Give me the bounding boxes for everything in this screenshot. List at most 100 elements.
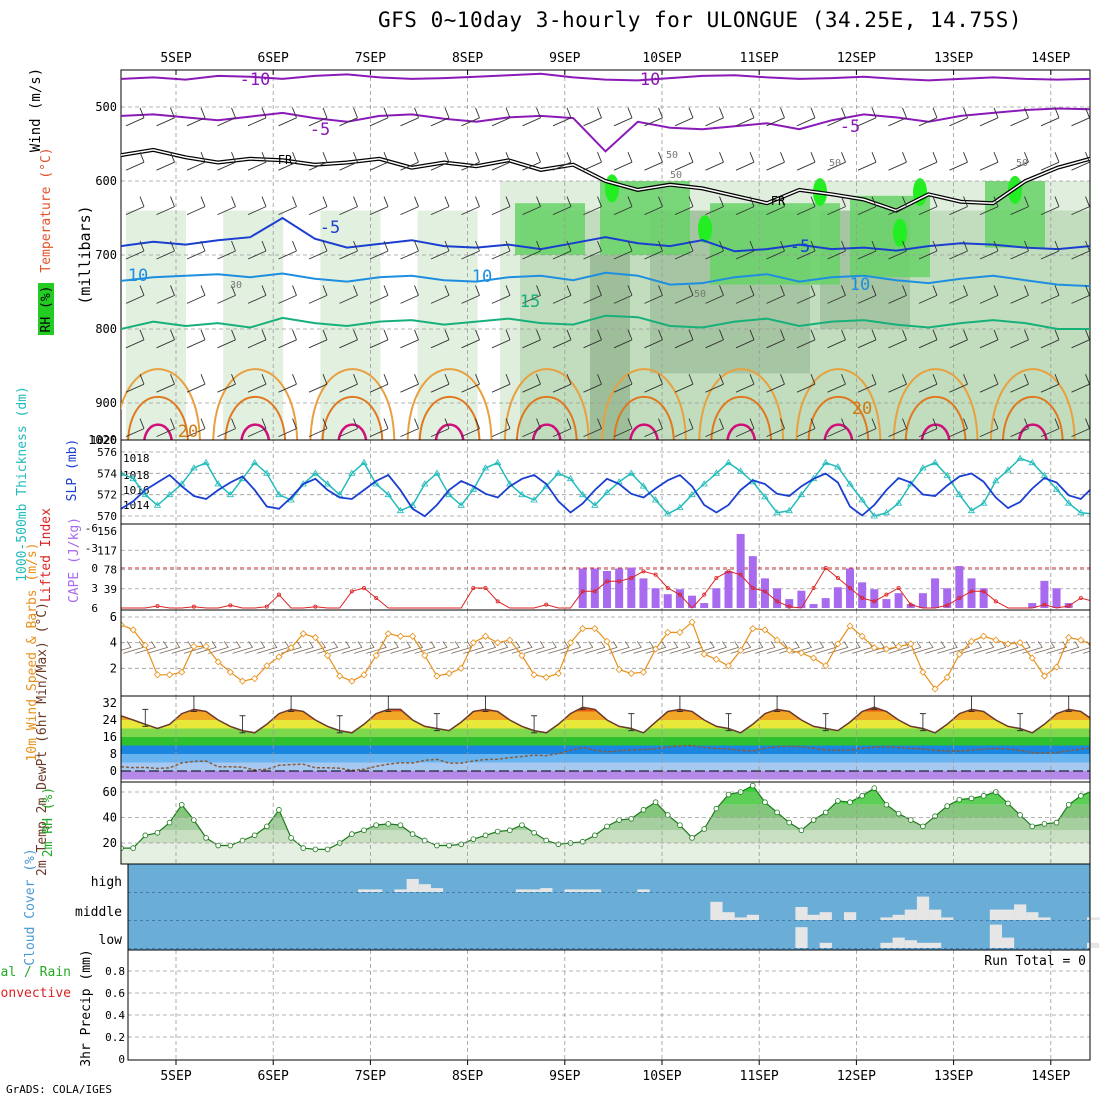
- wind-barb: [125, 374, 145, 393]
- warm-isotherm: [613, 395, 675, 440]
- rh-point: [166, 819, 173, 826]
- isotherm-label: FR: [771, 194, 786, 208]
- wind-barb: [674, 418, 694, 438]
- thickness-point: [736, 467, 745, 474]
- wind-barb: [674, 374, 694, 393]
- wind-barb: [583, 240, 602, 260]
- cloud-bar: [588, 889, 602, 892]
- wind-barb: [613, 374, 633, 393]
- temp-plot: [121, 696, 1090, 782]
- temp-2m-panel: 0 8 16 24 32: [103, 695, 1091, 783]
- wind-point: [129, 626, 137, 634]
- temp-color-band: [121, 737, 1090, 746]
- thickness-point: [311, 469, 320, 476]
- wind-barb: [1095, 641, 1100, 653]
- wind-barb: [217, 240, 236, 260]
- warm-isotherm: [321, 395, 384, 440]
- lifted-point: [1091, 600, 1094, 603]
- cape-bar: [955, 566, 964, 608]
- wind-point: [591, 624, 599, 633]
- thickness-point: [894, 499, 903, 506]
- cloud-level-label: low: [99, 933, 123, 948]
- rh-point: [178, 801, 185, 808]
- wind-barb: [796, 285, 816, 304]
- wind-barb: [613, 329, 633, 349]
- lifted-point: [361, 586, 366, 591]
- wind-point: [943, 673, 951, 681]
- isotherm-label: -5: [790, 237, 810, 257]
- wind-barb: [950, 463, 968, 481]
- wind-barb: [1040, 285, 1060, 304]
- wind-point: [724, 662, 733, 670]
- wind-point: [1016, 639, 1024, 647]
- wind-barb: [339, 418, 358, 438]
- wind-barb: [309, 463, 327, 481]
- cloud-bar: [929, 942, 942, 948]
- cloud-bar: [710, 901, 723, 920]
- wind-barb: [766, 107, 785, 127]
- wind-barb: [858, 463, 876, 481]
- rh-point: [130, 845, 136, 851]
- wind-barb: [827, 196, 846, 216]
- wind-point: [773, 636, 781, 644]
- wind-barb: [125, 240, 145, 260]
- warm-isotherm: [121, 368, 201, 440]
- top-date-label: 7SEP: [355, 51, 386, 66]
- rh-point: [592, 832, 598, 839]
- slp-tick-label: 1020: [91, 434, 118, 447]
- thickness-point: [858, 496, 866, 503]
- lifted-point: [276, 592, 281, 597]
- wind-point: [1040, 672, 1048, 680]
- wind-barb: [827, 285, 846, 304]
- minmax-whisker: [968, 696, 975, 712]
- wind-barb: [522, 374, 541, 393]
- rh-point: [616, 817, 622, 823]
- dewpoint-line: [121, 744, 1090, 772]
- wind-barb: [572, 641, 594, 654]
- wind-barb: [522, 196, 541, 216]
- wind-point: [737, 646, 745, 654]
- cloud-bar: [916, 942, 930, 948]
- lifted-cape-panel: -6 -3 0 3 6 156 117 78 39: [85, 522, 1094, 615]
- wind-barb: [1040, 107, 1060, 127]
- minmax-whisker: [531, 715, 538, 734]
- wind-barb: [705, 240, 724, 260]
- lifted-point: [155, 604, 160, 609]
- thickness-point: [1052, 485, 1061, 492]
- lifted-point: [580, 589, 585, 594]
- thickness-slp-panel: 570 572 574 576 1014 1016 1018 1018 1020: [91, 434, 1091, 525]
- cloud-bar: [1087, 942, 1100, 948]
- wind-barb: [369, 418, 389, 438]
- wind-barb: [1071, 107, 1090, 127]
- wind-point: [469, 639, 477, 647]
- top-date-label: 5SEP: [160, 51, 191, 66]
- top-date-label: 13SEP: [934, 51, 973, 66]
- wind-barb: [584, 641, 606, 654]
- wind-barb: [645, 641, 667, 654]
- rh-point: [652, 799, 659, 805]
- wind-barb: [278, 285, 297, 304]
- wind-barb: [499, 641, 521, 654]
- upper-air-barbs: [125, 107, 1090, 481]
- lifted-point: [374, 596, 379, 601]
- thickness-point: [153, 501, 162, 508]
- wind-barb: [705, 329, 724, 349]
- wind-point: [311, 633, 319, 642]
- wind-barb: [949, 285, 968, 304]
- wind-point: [1077, 636, 1085, 644]
- wind-barb: [644, 107, 663, 127]
- warm-isotherm: [224, 395, 286, 440]
- wind-barb: [369, 152, 389, 171]
- wind-point: [712, 655, 720, 663]
- wind-point: [238, 677, 247, 685]
- wind-barb: [735, 418, 755, 438]
- wind-barb: [1010, 285, 1029, 304]
- rh-tick-label: 40: [103, 811, 117, 825]
- rh-point: [1005, 800, 1011, 807]
- rh-point: [956, 796, 963, 803]
- rh-point: [628, 815, 635, 822]
- cloud-background: [128, 864, 1090, 950]
- wind-barb: [979, 418, 999, 438]
- wind-barb: [461, 152, 480, 171]
- warm-isotherm: [629, 423, 659, 440]
